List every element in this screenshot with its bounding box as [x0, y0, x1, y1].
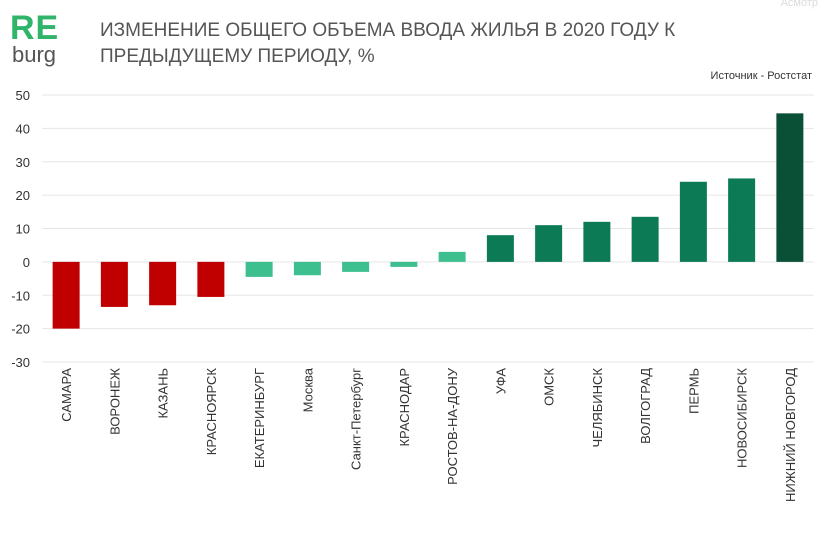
x-tick-label: Санкт-Петербург: [349, 368, 364, 470]
y-tick-label: 30: [16, 155, 30, 170]
y-tick-label: -30: [11, 355, 30, 370]
logo-re-text: RE: [10, 9, 60, 47]
x-tick-label: УФА: [493, 368, 508, 394]
x-tick-label: САМАРА: [59, 368, 74, 422]
x-tick-label: КАЗАНЬ: [156, 368, 171, 419]
y-tick-label: 50: [16, 88, 30, 103]
bar: [486, 235, 514, 262]
y-tick-label: 10: [16, 222, 30, 237]
x-tick-label: ОМСК: [542, 368, 557, 406]
bar: [342, 261, 370, 272]
bar: [245, 261, 273, 277]
y-tick-label: 40: [16, 121, 30, 136]
bar: [293, 261, 321, 276]
bar: [535, 225, 563, 262]
x-tick-label: КРАСНОЯРСК: [204, 368, 219, 456]
x-tick-label: ЕКАТЕРИНБУРГ: [252, 368, 267, 468]
x-tick-label: Москва: [300, 367, 315, 412]
bar: [149, 261, 177, 306]
bar: [197, 261, 225, 297]
bar: [679, 181, 707, 262]
bar: [776, 113, 804, 262]
x-tick-label: ВОРОНЕЖ: [107, 368, 122, 435]
x-tick-label: РОСТОВ-НА-ДОНУ: [445, 367, 460, 485]
bar: [100, 261, 128, 307]
source-note: Источник - Ростстат: [710, 70, 812, 82]
bar: [583, 221, 611, 262]
x-tick-label: ВОЛГОГРАД: [638, 368, 653, 444]
x-tick-label: НИЖНИЙ НОВГОРОД: [783, 368, 798, 502]
y-tick-label: -10: [11, 288, 30, 303]
x-tick-label: ЧЕЛЯБИНСК: [590, 368, 605, 448]
bar: [390, 261, 418, 267]
bar: [631, 216, 659, 262]
bar: [438, 251, 466, 262]
y-tick-label: -20: [11, 322, 30, 337]
reburg-logo: RE burg: [10, 9, 70, 67]
y-tick-label: 20: [16, 188, 30, 203]
chart-title: ИЗМЕНЕНИЕ ОБЩЕГО ОБЪЕМА ВВОДА ЖИЛЬЯ В 20…: [100, 20, 676, 67]
y-tick-label: 0: [23, 255, 30, 270]
watermark-text: Асмотр: [780, 0, 818, 9]
bar: [728, 178, 756, 262]
x-tick-label: НОВОСИБИРСК: [735, 368, 750, 468]
x-tick-label: КРАСНОДАР: [397, 368, 412, 447]
x-tick-label: ПЕРМЬ: [686, 368, 701, 414]
bar: [52, 261, 80, 329]
logo-burg-text: burg: [12, 42, 57, 67]
